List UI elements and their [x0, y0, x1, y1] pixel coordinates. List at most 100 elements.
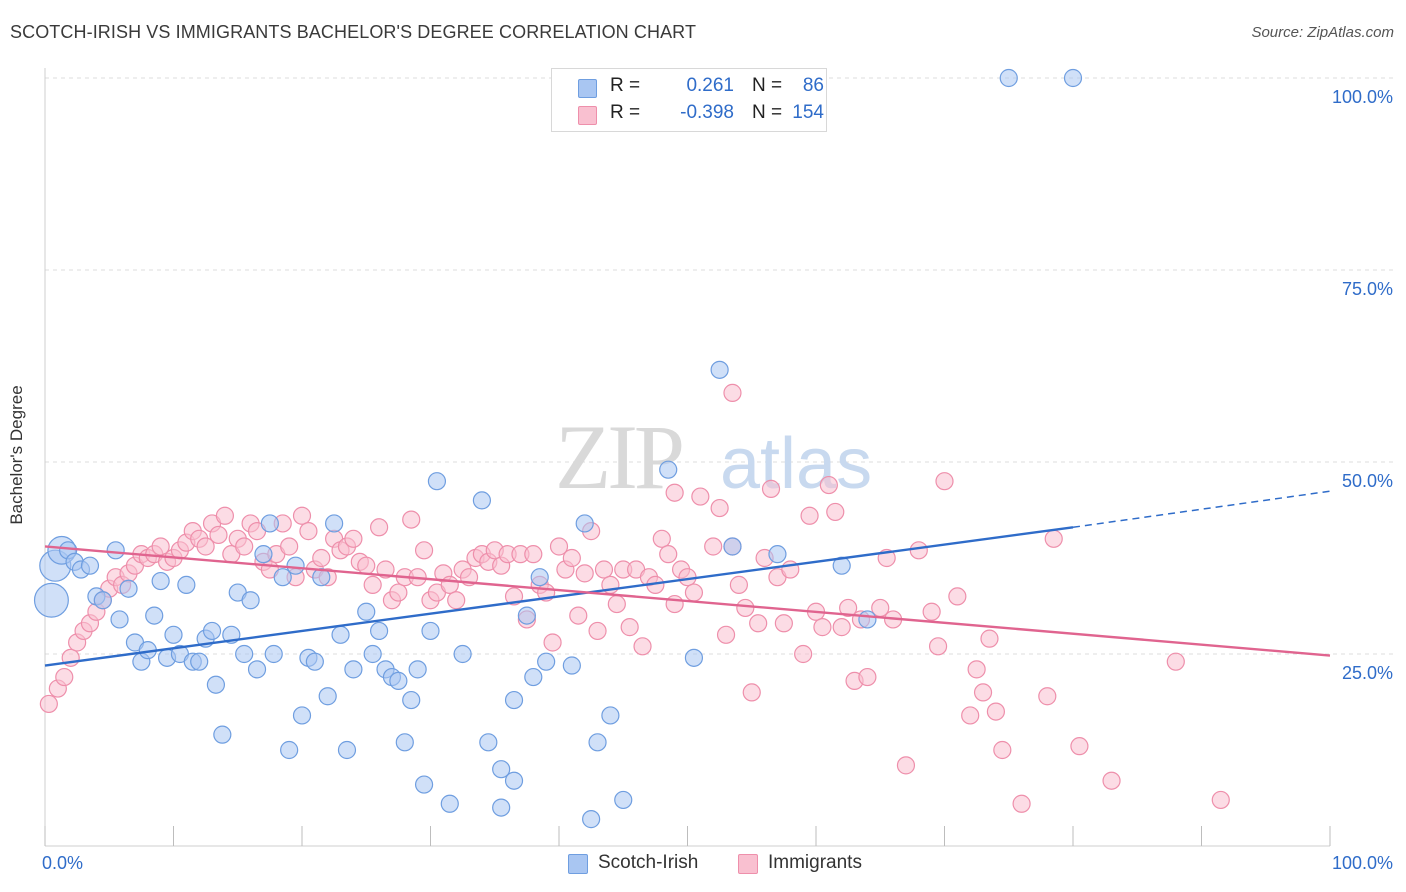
scotch-irish-point: [710, 360, 729, 379]
legend-r-value: -0.398: [680, 102, 734, 123]
scotch-irish-point: [280, 740, 299, 760]
scotch-irish-point: [601, 706, 620, 725]
scotch-irish-point: [537, 652, 556, 671]
immigrants-point: [839, 598, 858, 618]
scotch-irish-point: [999, 68, 1018, 88]
immigrants-point: [215, 506, 234, 525]
immigrants-point: [858, 667, 877, 687]
watermark: ZIP atlas: [555, 406, 872, 508]
scotch-irish-point: [145, 606, 164, 625]
scotch-irish-point: [530, 568, 549, 587]
y-tick-label: 75.0%: [1342, 279, 1393, 299]
immigrants-point: [896, 756, 916, 775]
scotch-irish-point: [582, 810, 601, 829]
legend-swatch-immigrants: [578, 106, 597, 125]
legend-r-label: R =: [610, 102, 641, 123]
legend-swatch-scotch-irish: [578, 79, 597, 98]
immigrants-point: [774, 614, 793, 633]
immigrants-point: [832, 618, 851, 637]
scotch-irish-point: [588, 733, 607, 752]
scotch-irish-point: [93, 591, 112, 610]
immigrants-point: [1038, 687, 1057, 706]
scotch-irish-point: [33, 582, 69, 618]
immigrants-point: [1102, 771, 1121, 790]
scotch-irish-point: [504, 690, 524, 710]
immigrants-point: [55, 667, 74, 687]
immigrants-point: [710, 498, 729, 518]
immigrants-point: [414, 541, 434, 560]
scotch-irish-point: [235, 644, 254, 664]
immigrants-point: [794, 644, 813, 664]
scotch-irish-point: [421, 621, 440, 641]
scotch-irish-point: [504, 771, 524, 790]
scotch-irish-point: [190, 652, 209, 671]
immigrants-point: [549, 537, 569, 556]
axes: [44, 68, 1331, 847]
immigrants-point: [826, 502, 845, 522]
scotch-irish-point: [177, 575, 196, 594]
scotch-irish-point: [331, 625, 350, 644]
immigrants-point: [402, 510, 421, 529]
scotch-irish-point: [206, 675, 226, 694]
legend-n-label: N =: [752, 102, 783, 123]
immigrants-point: [1070, 737, 1089, 756]
source-credit: Source: ZipAtlas.com: [1251, 24, 1394, 41]
scotch-irish-point: [768, 545, 787, 564]
immigrants-point: [524, 545, 543, 564]
immigrants-point: [665, 594, 684, 614]
scotch-irish-point: [492, 760, 511, 779]
immigrants-point: [633, 637, 652, 656]
tick-labels: 25.0% 50.0% 75.0% 100.0% 0.0% 100.0%: [42, 87, 1393, 873]
immigrants-point: [980, 629, 999, 648]
immigrants-point: [1211, 790, 1230, 810]
immigrants-point: [1044, 529, 1063, 548]
immigrants-point: [922, 602, 941, 621]
legend-r-label: R =: [610, 75, 641, 96]
scotch-irish-point: [472, 491, 491, 510]
immigrants-point: [729, 575, 749, 594]
series-swatch-immigrants: [738, 854, 758, 874]
scotch-irish-point: [517, 606, 536, 625]
scotch-irish-point: [414, 775, 434, 794]
immigrants-point: [1012, 794, 1031, 813]
y-tick-label: 25.0%: [1342, 663, 1393, 683]
immigrants-point: [704, 537, 723, 556]
scotch-irish-point: [337, 740, 357, 760]
immigrants-point: [935, 472, 954, 491]
scotch-irish-point: [247, 660, 267, 679]
correlation-legend: R = 0.261 N = 86 R = -0.398 N = 154: [551, 68, 827, 132]
immigrants-point: [292, 506, 312, 525]
immigrants-point: [209, 525, 228, 545]
scotch-irish-point: [260, 514, 279, 533]
legend-n-label: N =: [752, 75, 783, 96]
scotch-irish-point: [479, 733, 498, 752]
immigrants-point: [761, 479, 781, 498]
immigrants-point: [948, 587, 967, 606]
immigrants-point: [594, 560, 614, 579]
immigrants-point: [312, 548, 331, 568]
scotch-irish-point: [80, 556, 100, 575]
scotch-irish-point: [408, 660, 427, 679]
scotch-irish-point: [370, 621, 389, 641]
immigrants-point: [723, 383, 742, 402]
immigrants-point: [800, 506, 819, 525]
scotch-irish-point: [1063, 68, 1083, 88]
x-tick-label: 100.0%: [1332, 853, 1393, 873]
scotch-irish-point: [312, 568, 331, 587]
scotch-irish-point: [273, 568, 292, 587]
immigrants-point: [749, 614, 768, 633]
scotch-irish-point: [575, 514, 594, 533]
immigrants-point: [736, 598, 755, 618]
immigrants-point: [344, 529, 363, 548]
immigrants-point: [967, 660, 986, 679]
immigrants-point: [1166, 652, 1185, 671]
immigrants-point: [684, 583, 704, 602]
scotch-irish-point: [453, 644, 472, 664]
immigrants-point: [151, 537, 170, 556]
scotch-irish-point: [202, 621, 222, 641]
immigrants-point: [543, 633, 562, 652]
immigrants-point: [235, 537, 254, 556]
immigrants-point: [813, 618, 832, 637]
immigrants-point: [620, 618, 639, 637]
watermark-zip: ZIP: [555, 406, 682, 508]
